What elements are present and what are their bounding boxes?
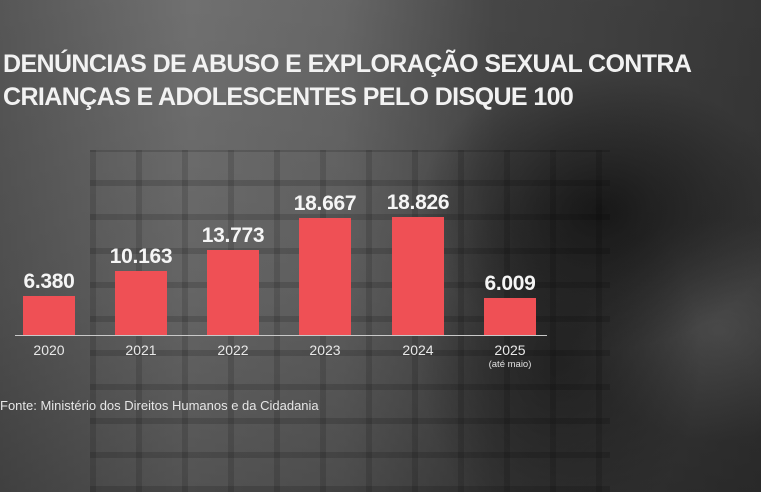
bar-value-label: 6.009 (484, 272, 536, 295)
bar-value-label: 18.667 (293, 192, 357, 215)
category-label: 2024 (402, 342, 434, 358)
category-label: 2022 (217, 342, 249, 358)
category-label: 2023 (309, 342, 341, 358)
category-label: 2020 (33, 342, 65, 358)
source-caption: Fonte: Ministério dos Direitos Humanos e… (0, 398, 319, 413)
bar-value-label: 10.163 (109, 245, 173, 268)
bar-2023 (299, 218, 351, 335)
bar-value-label: 6.380 (23, 270, 75, 293)
bar-2021 (115, 271, 167, 335)
chart-title: DENÚNCIAS DE ABUSO E EXPLORAÇÃO SEXUAL C… (3, 48, 743, 114)
chart-title-line-2: CRIANÇAS E ADOLESCENTES PELO DISQUE 100 (3, 83, 574, 111)
bar-value-label: 13.773 (201, 224, 265, 247)
category-note: (até maio) (488, 359, 532, 370)
bar-2022 (207, 250, 259, 335)
bar-2020 (23, 296, 75, 335)
chart-title-line-1: DENÚNCIAS DE ABUSO E EXPLORAÇÃO SEXUAL C… (3, 50, 692, 78)
bar-2025 (484, 298, 536, 335)
category-label: 2025 (494, 342, 526, 358)
x-axis-baseline (15, 335, 547, 336)
category-label: 2021 (125, 342, 157, 358)
bar-value-label: 18.826 (386, 191, 450, 214)
bar-2024 (392, 217, 444, 335)
